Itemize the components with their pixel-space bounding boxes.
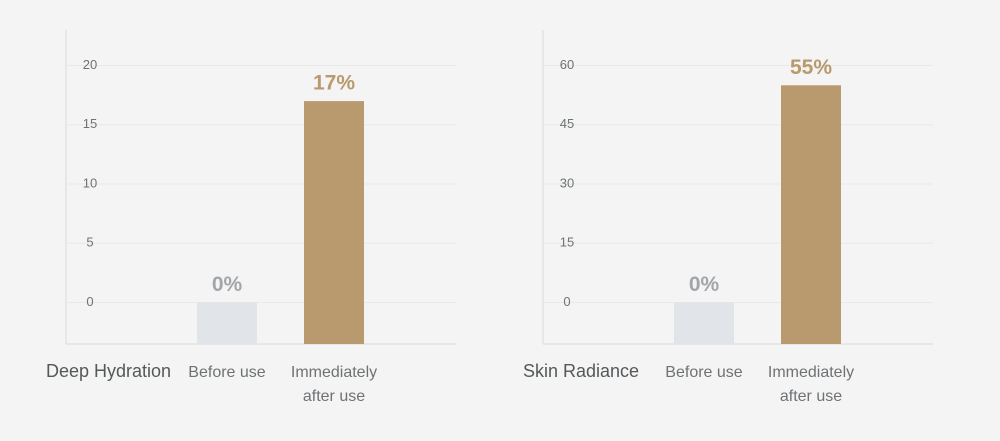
y-tick-label: 45 (560, 116, 574, 131)
y-tick-label: 0 (86, 294, 93, 309)
bar (197, 302, 257, 344)
y-tick-label: 15 (83, 116, 97, 131)
bar (304, 101, 364, 345)
x-tick-label: Immediately after use (290, 364, 378, 405)
x-tick-label: Before use (188, 364, 266, 381)
y-tick-label: 0 (563, 294, 570, 309)
x-tick-label: Before use (665, 364, 743, 381)
y-tick-label: 20 (83, 57, 97, 72)
chart-title: Deep Hydration (46, 361, 172, 381)
y-tick-label: 15 (560, 235, 574, 250)
y-tick-label: 5 (86, 235, 93, 250)
chart-title: Skin Radiance (523, 361, 640, 381)
value-label: 0% (212, 273, 243, 296)
value-label: 55% (790, 56, 832, 79)
x-tick-label: Immediately after use (767, 364, 855, 405)
value-label: 0% (689, 273, 720, 296)
value-label: 17% (313, 72, 355, 95)
y-tick-label: 60 (560, 57, 574, 72)
bar (674, 302, 734, 344)
y-tick-label: 30 (560, 175, 574, 190)
bar (781, 85, 841, 345)
y-tick-label: 10 (83, 175, 97, 190)
